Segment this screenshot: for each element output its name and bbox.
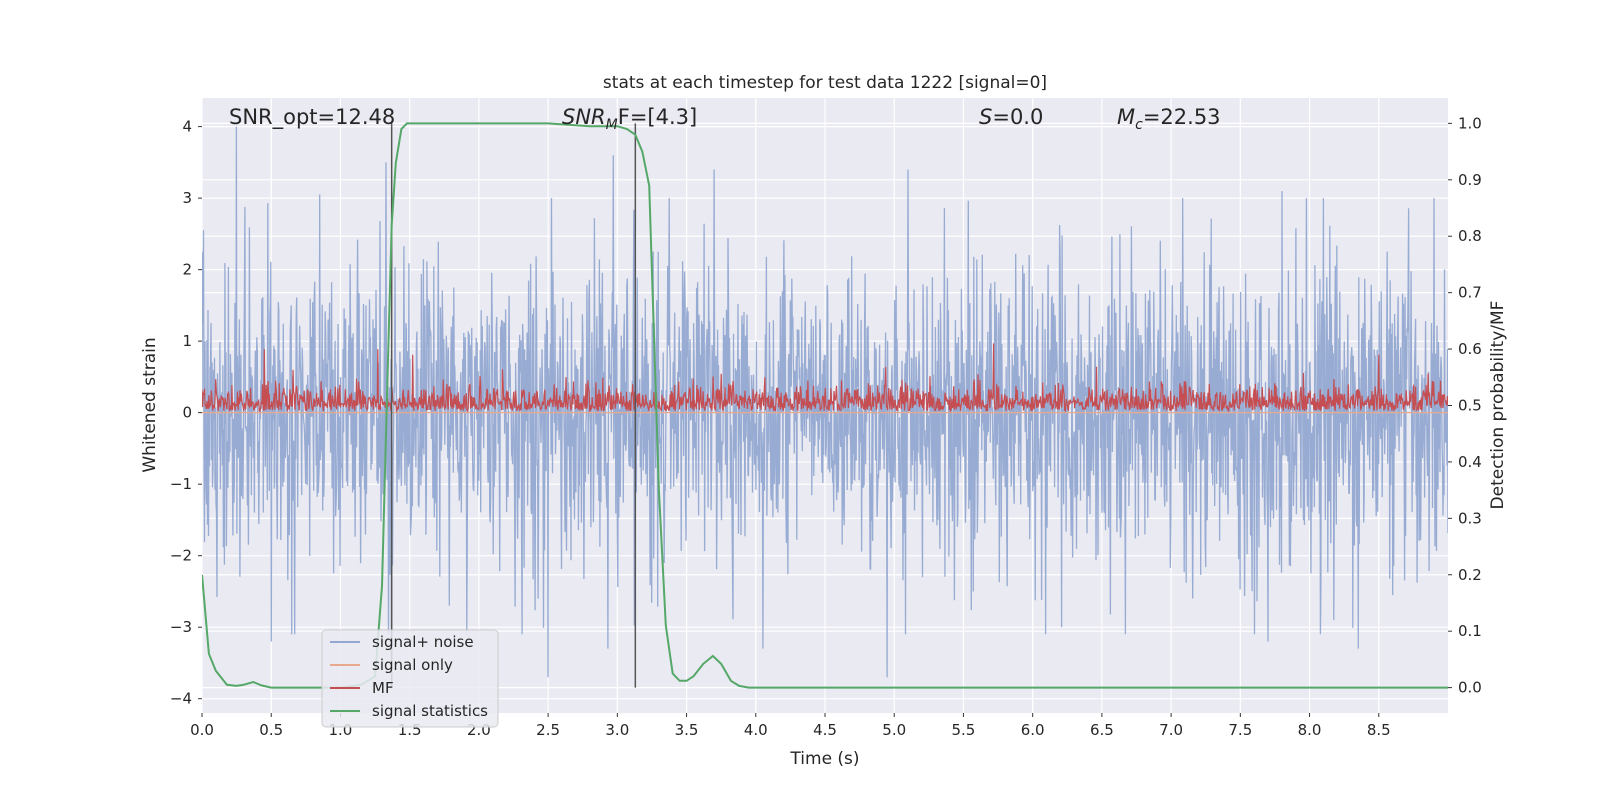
y-tick-label: −3 — [170, 618, 192, 636]
y-tick-labels: 4 3 2 1 0 −1 −2 −3 −4 — [170, 118, 202, 708]
y-tick-label: −1 — [170, 475, 192, 493]
y2-tick-label: 0.0 — [1458, 679, 1482, 697]
y-tick-label: 4 — [182, 118, 192, 136]
series-mf-line — [202, 343, 1448, 413]
x-tick-label: 0.0 — [190, 721, 214, 739]
x-tick-label: 5.5 — [952, 721, 976, 739]
x-tick-label: 4.0 — [744, 721, 768, 739]
annotation-mc: Mc=22.53 — [1117, 105, 1221, 133]
y2-tick-label: 0.1 — [1458, 622, 1482, 640]
legend-box — [321, 629, 499, 728]
x-tick-label: 7.0 — [1159, 721, 1183, 739]
y2-tick-labels: 1.0 0.9 0.8 0.7 0.6 0.5 0.4 0.3 0.2 0.1 0.0 — [1448, 114, 1482, 697]
annotation-snr-mf: SNRMF=[4.3] — [562, 105, 697, 133]
x-tick-label: 5.0 — [882, 721, 906, 739]
y2-tick-label: 0.6 — [1458, 340, 1482, 358]
y-tick-label: 0 — [182, 404, 192, 422]
series-signal-statistics-line — [202, 122, 1448, 689]
legend: signal+ noise signal only MF signal stat… — [321, 629, 499, 728]
annotation-snr-opt: SNR_opt=12.48 — [229, 105, 395, 130]
y2-tick-label: 0.5 — [1458, 397, 1482, 415]
x-tick-label: 0.5 — [259, 721, 283, 739]
y2-tick-label: 0.2 — [1458, 566, 1482, 584]
x-tick-label: 7.5 — [1228, 721, 1252, 739]
y-tick-label: −2 — [170, 547, 192, 565]
y2-tick-label: 0.4 — [1458, 453, 1482, 471]
y-tick-label: 2 — [182, 261, 192, 279]
x-tick-label: 6.5 — [1090, 721, 1114, 739]
y-tick-label: 1 — [182, 332, 192, 350]
x-tick-label: 8.0 — [1298, 721, 1322, 739]
x-tick-label: 8.5 — [1367, 721, 1391, 739]
legend-label-mf: MF — [372, 679, 394, 697]
annotation-s: S=0.0 — [979, 105, 1043, 129]
y2-tick-label: 0.3 — [1458, 509, 1482, 527]
x-tick-label: 6.0 — [1021, 721, 1045, 739]
y-tick-label: 3 — [182, 189, 192, 207]
y2-tick-label: 0.9 — [1458, 171, 1482, 189]
series-signal-noise-line — [202, 126, 1448, 678]
y2-axis-label: Detection probability/MF — [1488, 301, 1508, 510]
x-axis-label: Time (s) — [789, 749, 859, 769]
chart-title: stats at each timestep for test data 122… — [603, 73, 1047, 93]
legend-label-signal-only: signal only — [372, 656, 453, 674]
legend-label-signal-statistics: signal statistics — [372, 702, 488, 720]
y-tick-label: −4 — [170, 690, 192, 708]
legend-label-signal-noise: signal+ noise — [372, 633, 474, 651]
y-axis-label: Whitened strain — [140, 337, 160, 472]
y2-tick-label: 0.8 — [1458, 227, 1482, 245]
x-tick-label: 4.5 — [813, 721, 837, 739]
x-tick-label: 3.5 — [675, 721, 699, 739]
x-tick-label: 3.0 — [605, 721, 629, 739]
x-tick-label: 2.5 — [536, 721, 560, 739]
y2-tick-label: 0.7 — [1458, 284, 1482, 302]
y2-tick-label: 1.0 — [1458, 114, 1482, 132]
